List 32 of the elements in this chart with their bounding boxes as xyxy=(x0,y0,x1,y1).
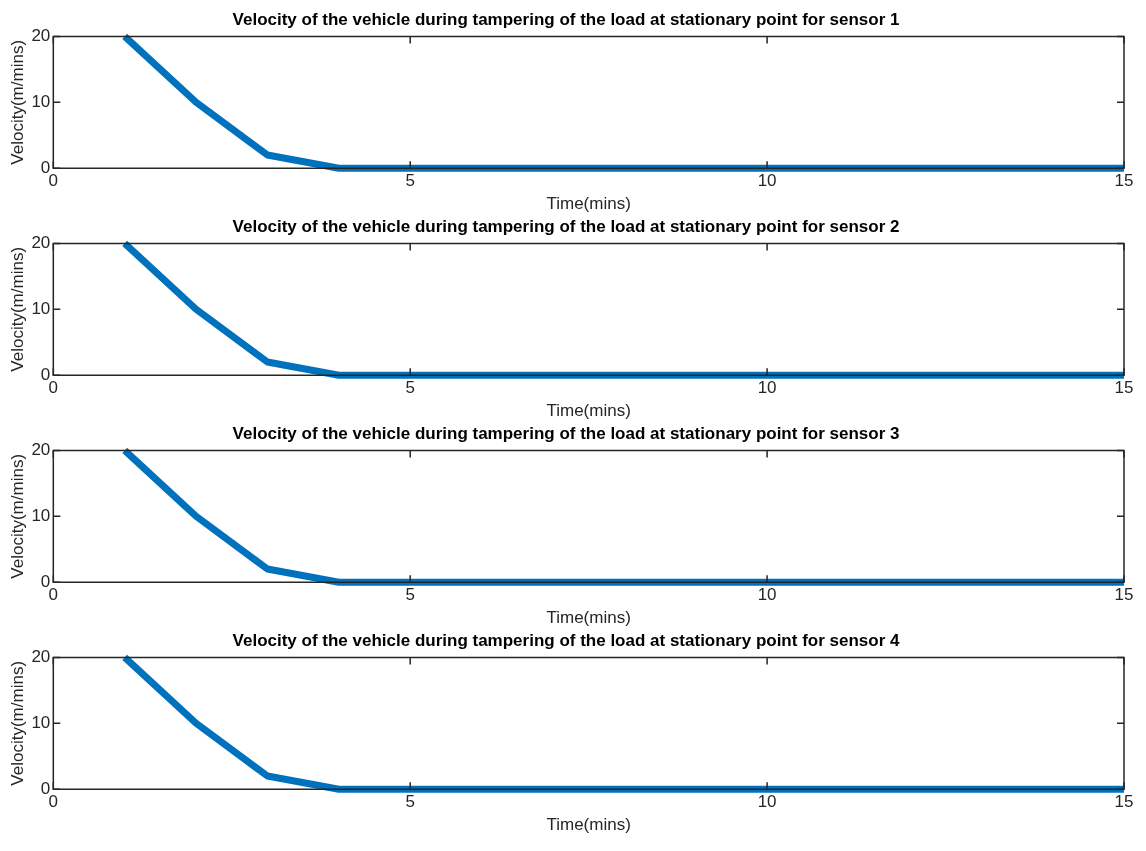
x-tick-label: 10 xyxy=(757,585,777,605)
y-axis-title: Velocity(m/mins) xyxy=(7,246,27,372)
x-tick-label: 10 xyxy=(757,171,777,191)
y-tick-label: 20 xyxy=(31,440,51,460)
x-axis-title: Time(mins) xyxy=(546,608,631,628)
y-tick-label: 20 xyxy=(31,233,51,253)
x-tick-label: 5 xyxy=(405,792,415,812)
y-tick-label: 20 xyxy=(31,26,51,46)
chart-title: Velocity of the vehicle during tampering of the load at stationary point for sensor 1 xyxy=(232,9,900,29)
chart-title: Velocity of the vehicle during tampering of the load at stationary point for sensor 2 xyxy=(232,216,900,236)
y-tick-label: 10 xyxy=(31,712,51,732)
x-axis-title: Time(mins) xyxy=(546,401,631,421)
x-tick-label: 15 xyxy=(1114,378,1134,398)
x-tick-label: 5 xyxy=(405,171,415,191)
x-tick-label: 5 xyxy=(405,378,415,398)
x-tick-label: 15 xyxy=(1114,792,1134,812)
y-tick-label: 10 xyxy=(31,505,51,525)
x-axis-title: Time(mins) xyxy=(546,194,631,214)
chart-title: Velocity of the vehicle during tampering of the load at stationary point for sensor 3 xyxy=(232,423,900,443)
chart-title: Velocity of the vehicle during tampering of the load at stationary point for sensor 4 xyxy=(232,630,900,650)
y-axis-title: Velocity(m/mins) xyxy=(7,39,27,165)
x-tick-label: 10 xyxy=(757,378,777,398)
x-tick-label: 10 xyxy=(757,792,777,812)
y-tick-label: 10 xyxy=(31,298,51,318)
x-tick-label: 15 xyxy=(1114,585,1134,605)
x-axis-title: Time(mins) xyxy=(546,815,631,835)
y-axis-title: Velocity(m/mins) xyxy=(7,453,27,579)
x-tick-label: 5 xyxy=(405,585,415,605)
y-tick-label: 20 xyxy=(31,647,51,667)
y-tick-label: 10 xyxy=(31,91,51,111)
y-axis-title: Velocity(m/mins) xyxy=(7,660,27,786)
x-tick-label: 15 xyxy=(1114,171,1134,191)
